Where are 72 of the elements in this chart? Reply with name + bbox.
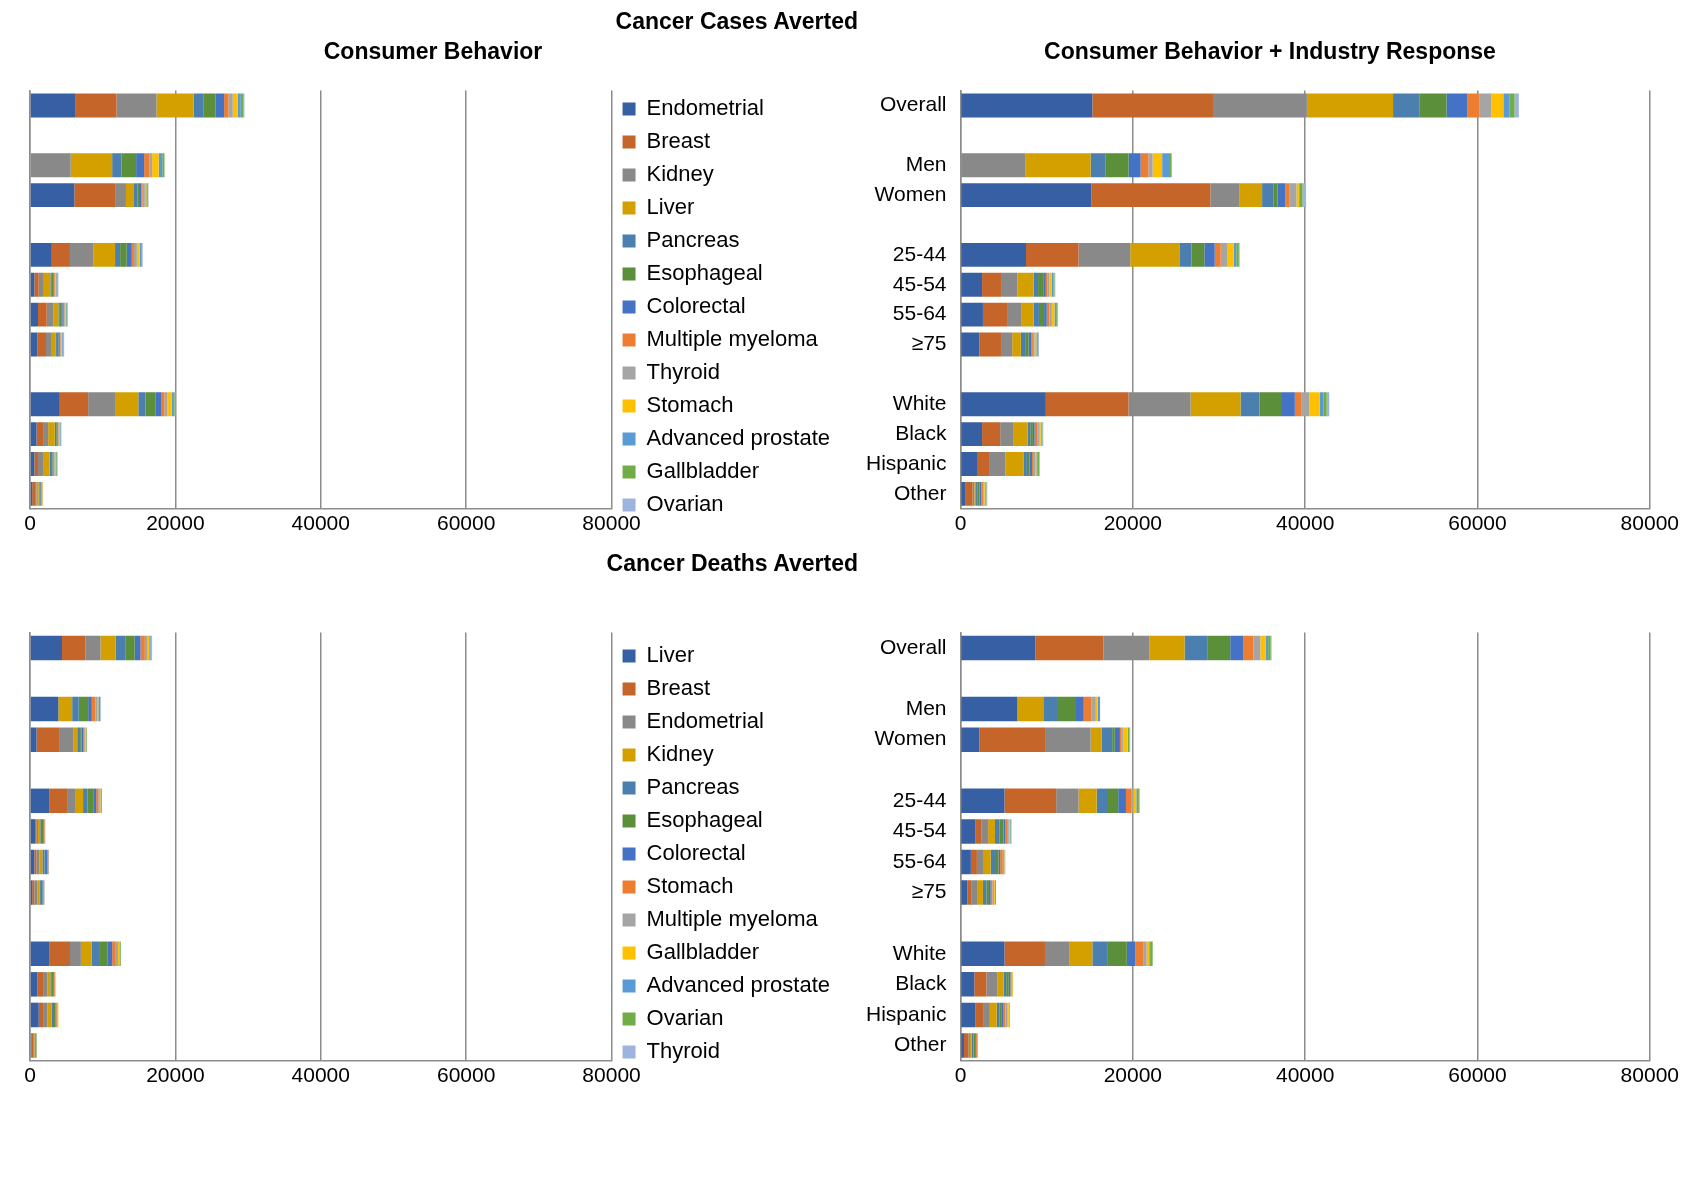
y-tick-label: White	[892, 391, 947, 415]
y-tick-label: Overall	[880, 92, 947, 116]
y-tick-label: Hispanic	[865, 450, 947, 474]
y-tick-label: Women	[874, 181, 947, 205]
x-tick-label: 40000	[291, 511, 350, 535]
legend-label: Stomach	[646, 873, 734, 899]
legend-label: Pancreas	[646, 774, 740, 800]
legend-label: Kidney	[646, 741, 714, 767]
legend-label: Ovarian	[646, 491, 724, 517]
legend-label: Esophageal	[646, 260, 763, 286]
x-tick-label: 0	[24, 511, 36, 535]
x-tick-label: 80000	[1620, 511, 1680, 535]
y-tick-label: ≥75	[911, 879, 947, 903]
legend-label: Endometrial	[646, 95, 764, 121]
x-tick-label: 60000	[1448, 511, 1507, 535]
legend-label: Colorectal	[646, 293, 746, 319]
text: Cancer Cases Averted	[615, 8, 858, 35]
y-tick-label: 25-44	[892, 241, 947, 265]
text: Cancer Deaths Averted	[606, 550, 858, 577]
chart-subtitle: Consumer Behavior	[323, 38, 543, 64]
y-tick-label: Black	[895, 971, 948, 995]
x-tick-label: 20000	[146, 511, 205, 535]
x-tick-label: 0	[954, 511, 967, 535]
legend-label: Esophageal	[646, 807, 763, 833]
legend-label: Gallbladder	[646, 458, 760, 484]
legend-label: Liver	[646, 194, 695, 220]
x-tick-label: 20000	[1103, 1063, 1163, 1087]
legend-label: Colorectal	[646, 840, 746, 866]
legend-label: Advanced prostate	[646, 972, 831, 998]
y-tick-label: Overall	[880, 634, 947, 658]
legend-label: Multiple myeloma	[646, 326, 819, 352]
x-tick-label: 20000	[146, 1063, 205, 1087]
legend-label: Gallbladder	[646, 939, 760, 965]
x-tick-label: 0	[24, 1063, 36, 1087]
y-tick-label: Women	[874, 726, 947, 750]
x-tick-label: 60000	[1448, 1063, 1507, 1087]
legend-label: Thyroid	[646, 1038, 720, 1064]
x-tick-label: 80000	[582, 1063, 641, 1087]
x-tick-label: 40000	[1275, 1063, 1335, 1087]
legend-label: Stomach	[646, 392, 734, 418]
chart-subtitle: Consumer Behavior + Industry Response	[1044, 38, 1496, 64]
y-tick-label: Men	[905, 695, 947, 719]
x-tick-label: 80000	[582, 511, 641, 535]
x-tick-label: 80000	[1620, 1063, 1680, 1087]
y-tick-label: 45-54	[892, 271, 947, 295]
legend-label: Kidney	[646, 161, 714, 187]
y-tick-label: Hispanic	[865, 1001, 947, 1025]
legend-label: Multiple myeloma	[646, 906, 819, 932]
y-tick-label: Other	[894, 480, 947, 504]
y-tick-label: 45-54	[892, 818, 947, 842]
legend-label: Pancreas	[646, 227, 740, 253]
x-tick-label: 0	[954, 1063, 967, 1087]
x-tick-label: 40000	[1275, 511, 1335, 535]
legend-label: Advanced prostate	[646, 425, 831, 451]
legend-label: Thyroid	[646, 359, 720, 385]
y-tick-label: 55-64	[892, 301, 947, 325]
y-tick-label: 55-64	[892, 848, 947, 872]
legend-label: Ovarian	[646, 1005, 724, 1031]
y-tick-label: ≥75	[911, 331, 947, 355]
x-tick-label: 40000	[291, 1063, 350, 1087]
y-tick-label: Other	[894, 1032, 947, 1056]
x-tick-label: 60000	[436, 1063, 496, 1087]
y-tick-label: Black	[895, 420, 948, 444]
x-tick-label: 20000	[1103, 511, 1163, 535]
y-tick-label: White	[892, 940, 947, 964]
legend-label: Endometrial	[646, 708, 764, 734]
legend-label: Liver	[646, 642, 695, 668]
y-tick-label: 25-44	[892, 787, 947, 811]
x-tick-label: 60000	[436, 511, 496, 535]
legend-label: Breast	[646, 675, 711, 701]
legend-label: Breast	[646, 128, 711, 154]
y-tick-label: Men	[905, 152, 947, 176]
